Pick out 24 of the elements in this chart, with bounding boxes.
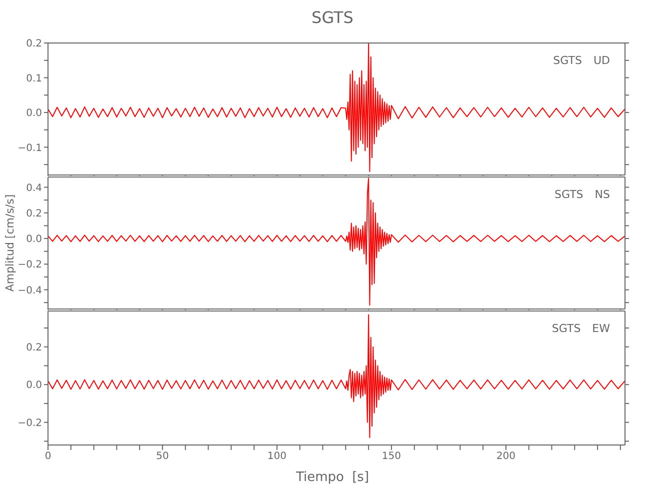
x-axis-title: Tiempo [s] bbox=[294, 470, 370, 485]
annotation: SGTS EW bbox=[552, 322, 610, 335]
y-tick-label: −0.1 bbox=[18, 142, 42, 154]
x-tick-label: 0 bbox=[44, 451, 52, 462]
x-tick-label: 200 bbox=[496, 451, 516, 462]
annotation: SGTS NS bbox=[554, 188, 610, 201]
line-series bbox=[48, 314, 625, 438]
y-tick-label: 0.2 bbox=[26, 38, 42, 50]
y-tick-label: 0.0 bbox=[26, 380, 42, 392]
chart-title: SGTS bbox=[310, 8, 354, 27]
y-tick-label: 0.4 bbox=[26, 182, 42, 194]
y-axis-title: Amplitud [cm/s/s] bbox=[4, 194, 16, 292]
x-tick-label: 100 bbox=[267, 451, 287, 462]
annotation: SGTS UD bbox=[553, 54, 610, 67]
y-tick-label: 0.2 bbox=[26, 208, 42, 220]
y-tick-label: 0.1 bbox=[26, 73, 42, 84]
y-tick-label: −0.2 bbox=[18, 260, 42, 271]
y-tick-label: −0.2 bbox=[18, 418, 42, 429]
x-tick-label: 150 bbox=[382, 451, 401, 462]
x-tick-label: 50 bbox=[156, 451, 169, 462]
y-tick-label: 0.0 bbox=[26, 234, 42, 246]
y-tick-label: 0.2 bbox=[26, 342, 42, 354]
y-tick-label: −0.4 bbox=[18, 285, 42, 296]
y-tick-label: 0.0 bbox=[26, 108, 42, 120]
